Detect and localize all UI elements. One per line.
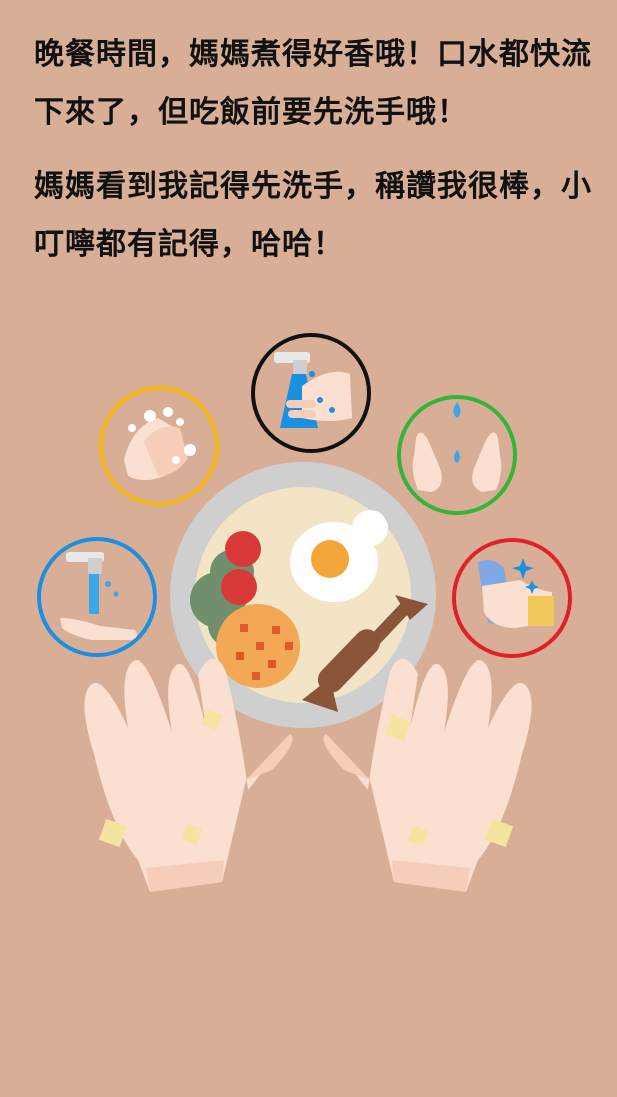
handwashing-illustration [0, 300, 617, 920]
faucet-wash-icon [251, 333, 371, 453]
dry-towel-icon [452, 538, 572, 658]
germ-specks [98, 709, 514, 848]
story-paragraph-2: 媽媽看到我記得先洗手，稱讚我很棒，小叮嚀都有記得，哈哈！ [34, 169, 592, 262]
sausage-icon [302, 595, 428, 712]
cookie-icon [216, 604, 300, 688]
egg-icon [290, 510, 388, 602]
cupped-hands-water-icon [397, 395, 517, 515]
left-hand-icon [84, 658, 293, 892]
lather-soap-icon [99, 386, 219, 506]
story-text: 晚餐時間，媽媽煮得好香哦！口水都快流下來了，但吃飯前要先洗手哦！ 媽媽看到我記得… [34, 26, 594, 274]
story-paragraph-1: 晚餐時間，媽媽煮得好香哦！口水都快流下來了，但吃飯前要先洗手哦！ [34, 37, 592, 130]
tomato-icon [221, 531, 261, 605]
right-hand-icon [323, 658, 532, 892]
rinse-hands-icon [37, 537, 157, 657]
